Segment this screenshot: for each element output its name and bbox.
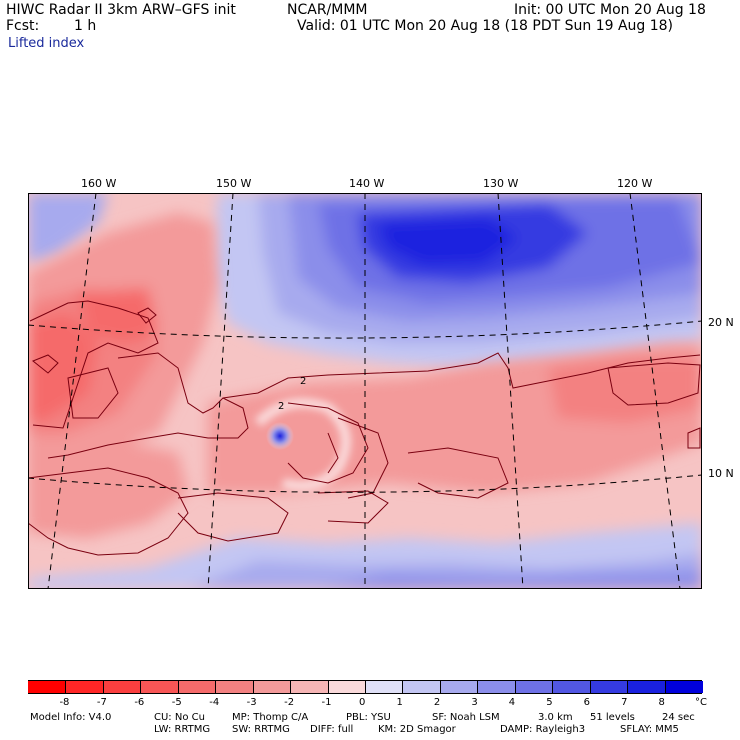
sw-scheme: SW: RRTMG: [232, 724, 290, 735]
colorbar-level-label: -2: [284, 697, 295, 708]
colorbar-level-label: 5: [546, 697, 553, 708]
colorbar-swatch: [439, 681, 479, 693]
contour-label: 2: [300, 376, 307, 387]
diff-scheme: DIFF: full: [310, 724, 354, 735]
model-title: HIWC Radar II 3km ARW–GFS init: [6, 2, 236, 18]
colorbar-level-label: 6: [583, 697, 591, 708]
colorbar-swatch: [140, 681, 180, 693]
lon-label-140w: 140 W: [349, 177, 385, 190]
colorbar-swatch: [664, 681, 704, 693]
lifted-index-map: [28, 193, 702, 589]
colorbar-swatch: [552, 681, 592, 693]
colorbar-swatch: [177, 681, 217, 693]
valid-time: Valid: 01 UTC Mon 20 Aug 18 (18 PDT Sun …: [297, 18, 674, 34]
forecast-label: Fcst:: [6, 18, 40, 34]
lon-label-120w: 120 W: [617, 177, 653, 190]
lw-scheme: LW: RRTMG: [154, 724, 211, 735]
colorbar-level-label: 8: [658, 697, 665, 708]
lat-label-20n: 20 N: [708, 316, 734, 329]
colorbar-swatch: [65, 681, 105, 693]
colorbar-level-label: -6: [134, 697, 145, 708]
colorbar-level-label: -5: [171, 697, 182, 708]
colorbar-level-label: -4: [209, 697, 220, 708]
init-time: Init: 00 UTC Mon 20 Aug 18: [514, 2, 706, 18]
lat-label-10n: 10 N: [708, 467, 734, 480]
colorbar-level-label: -3: [246, 697, 257, 708]
colorbar-level-label: 0: [359, 697, 366, 708]
cu-scheme: CU: No Cu: [154, 712, 205, 723]
colorbar: [28, 680, 704, 694]
sf-scheme: SF: Noah LSM: [432, 712, 500, 723]
mp-scheme: MP: Thomp C/A: [232, 712, 309, 723]
lon-label-160w: 160 W: [81, 177, 117, 190]
colorbar-swatch: [28, 681, 66, 693]
colorbar-level-label: 7: [621, 697, 628, 708]
colorbar-level-label: 3: [471, 697, 478, 708]
grid-spacing: 3.0 km: [538, 712, 573, 723]
colorbar-swatch: [365, 681, 404, 693]
meridian-130w: [497, 193, 524, 589]
cyclone-core: [266, 422, 294, 450]
vertical-levels: 51 levels: [590, 712, 635, 723]
colorbar-swatch: [514, 681, 554, 693]
colorbar-swatch: [477, 681, 517, 693]
lon-label-130w: 130 W: [483, 177, 519, 190]
damp-scheme: DAMP: Rayleigh3: [500, 724, 586, 735]
colorbar-swatch: [589, 681, 629, 693]
meridian-150w: [207, 193, 234, 589]
colorbar-swatch: [290, 681, 330, 693]
pbl-scheme: PBL: YSU: [346, 712, 391, 723]
model-info: Model Info: V4.0: [30, 712, 112, 723]
colorbar-level-label: 2: [433, 697, 441, 708]
colorbar-level-label: 4: [508, 697, 516, 708]
colorbar-level-label: -1: [321, 697, 332, 708]
km-scheme: KM: 2D Smagor: [378, 724, 456, 735]
time-step: 24 sec: [662, 712, 695, 723]
sflay-scheme: SFLAY: MM5: [620, 724, 679, 735]
colorbar-level-label: 1: [396, 697, 403, 708]
org-label: NCAR/MMM: [287, 2, 368, 18]
forecast-hour: 1 h: [74, 18, 97, 34]
meridian-120w: [629, 193, 681, 589]
meridian-160w: [47, 193, 97, 589]
colorbar-swatch: [327, 681, 367, 693]
colorbar-swatch: [252, 681, 292, 693]
colorbar-swatch: [402, 681, 442, 693]
colorbar-swatch: [215, 681, 255, 693]
colorbar-unit: °C: [695, 697, 707, 708]
lon-label-150w: 150 W: [216, 177, 252, 190]
colorbar-level-label: -7: [96, 697, 107, 708]
colorbar-swatch: [627, 681, 667, 693]
colorbar-level-label: -8: [59, 697, 70, 708]
field-name: Lifted index: [8, 36, 85, 51]
contour-label: 2: [278, 401, 285, 412]
colorbar-swatch: [102, 681, 142, 693]
